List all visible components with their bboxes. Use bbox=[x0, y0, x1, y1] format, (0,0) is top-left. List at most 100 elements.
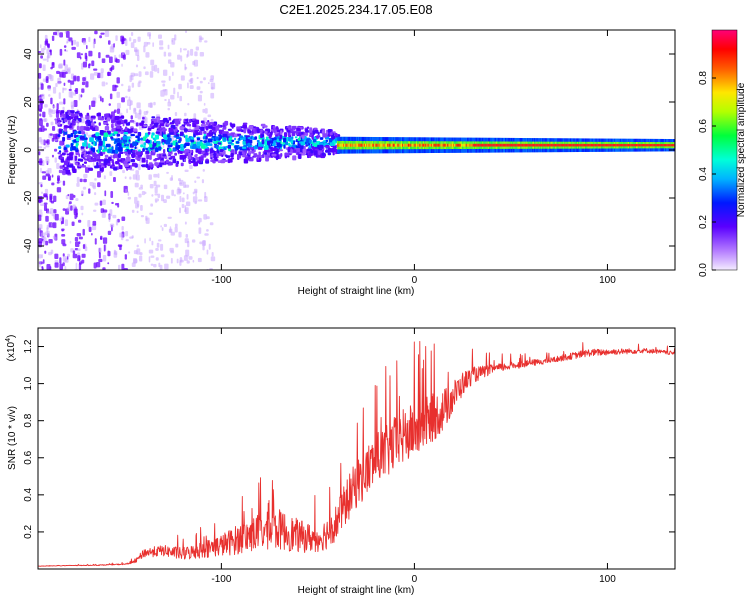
spectrogram-noise-cell bbox=[94, 192, 97, 196]
spectrogram-noise-cell bbox=[77, 248, 81, 252]
spectrogram-noise-cell bbox=[108, 40, 111, 45]
spectrogram-tone-core bbox=[361, 143, 364, 147]
spectrogram-noise-cell bbox=[137, 113, 142, 120]
spectrogram-tone-core bbox=[619, 143, 622, 147]
spectrogram-noise-cell bbox=[59, 257, 62, 264]
spectrogram-band-cell bbox=[75, 162, 78, 166]
spectrogram-tone-core bbox=[617, 143, 620, 147]
spectrogram-noise-cell bbox=[186, 194, 189, 200]
spectrogram-tone-core bbox=[426, 143, 428, 147]
spectrogram-noise-cell bbox=[111, 111, 115, 118]
spectrogram-noise-cell bbox=[105, 82, 108, 85]
spectrogram-band-cell bbox=[162, 154, 167, 157]
spectrogram-tone-core bbox=[642, 144, 645, 147]
spectrogram-band-cell bbox=[190, 136, 194, 140]
spectrogram-tone-core bbox=[545, 143, 548, 147]
spectrogram-band-cell bbox=[298, 132, 302, 137]
spectrogram-band-cell bbox=[297, 137, 300, 141]
spectrogram-band-cell bbox=[312, 130, 316, 135]
spectrogram-noise-cell bbox=[130, 42, 135, 49]
spectrogram-tone-core bbox=[427, 143, 430, 147]
spectrogram-band-cell bbox=[116, 133, 121, 137]
spectrogram-noise-cell bbox=[126, 108, 128, 114]
spectrogram-noise-cell bbox=[57, 177, 60, 182]
spectrogram-tone-core bbox=[513, 143, 515, 147]
spectrogram-band-cell bbox=[141, 157, 146, 163]
spectrogram-noise-cell bbox=[40, 83, 44, 90]
spectrogram-tone-core bbox=[656, 144, 659, 147]
spectrogram-band-cell bbox=[209, 148, 214, 153]
spectrogram-tone-core bbox=[604, 143, 607, 147]
spectrogram-band-cell bbox=[214, 133, 217, 136]
spectrogram-noise-cell bbox=[180, 55, 183, 62]
spectrogram-band-cell bbox=[116, 142, 121, 147]
spectrogram-noise-cell bbox=[159, 264, 163, 270]
spectrogram-noise-cell bbox=[121, 263, 125, 270]
spectrogram-band-cell bbox=[223, 159, 228, 163]
spectrogram-noise-cell bbox=[199, 241, 203, 245]
spectrogram-noise-cell bbox=[191, 239, 196, 243]
spectrogram-band-cell bbox=[282, 141, 285, 145]
spectrogram-band-cell bbox=[119, 139, 123, 144]
spectrogram-noise-cell bbox=[56, 109, 61, 114]
spectrogram-noise-cell bbox=[54, 148, 58, 152]
spectrogram-band-cell bbox=[322, 133, 328, 138]
spectrogram-band-cell bbox=[104, 158, 109, 164]
spectrogram-noise-cell bbox=[118, 264, 121, 270]
spectrogram-band-cell bbox=[203, 131, 207, 134]
spectrogram-noise-cell bbox=[108, 103, 111, 106]
spectrogram-band-cell bbox=[185, 137, 191, 143]
spectrogram-noise-cell bbox=[178, 178, 181, 182]
spectrogram-noise-cell bbox=[167, 44, 170, 50]
spectrogram-noise-cell bbox=[184, 112, 187, 117]
spectrogram-noise-cell bbox=[64, 219, 69, 227]
spectrogram-band-cell bbox=[61, 170, 66, 174]
snr-y-tick-label: 0.8 bbox=[23, 413, 34, 427]
spectrogram-band-cell bbox=[179, 131, 184, 136]
spectrogram-tone-core bbox=[618, 143, 621, 147]
spectrogram-noise-cell bbox=[196, 76, 199, 80]
spectrogram-noise-cell bbox=[39, 113, 42, 117]
spectrogram-band-cell bbox=[124, 149, 127, 152]
spectrogram-noise-cell bbox=[39, 63, 42, 69]
spectrogram-band-cell bbox=[247, 142, 251, 148]
spectrogram-band-cell bbox=[64, 166, 69, 170]
spectrogram-noise-cell bbox=[64, 265, 67, 270]
spectrogram-noise-cell bbox=[94, 178, 97, 181]
spectrogram-noise-cell bbox=[97, 72, 101, 79]
spectrogram-noise-cell bbox=[130, 74, 134, 81]
spectrogram-band-cell bbox=[197, 150, 203, 154]
spectrogram-tone-core bbox=[661, 144, 664, 147]
spectrogram-band-cell bbox=[93, 115, 96, 119]
spectrogram-noise-cell bbox=[135, 64, 139, 68]
spectrogram-noise-cell bbox=[38, 50, 42, 53]
spectrogram-noise-cell bbox=[150, 263, 154, 266]
spectrogram-band-cell bbox=[180, 162, 184, 167]
spectrogram-band-cell bbox=[176, 160, 179, 165]
spectrogram-tone-core bbox=[414, 143, 417, 147]
spectrogram-band-cell bbox=[205, 126, 209, 131]
snr-y-label: SNR (10 * v/v) bbox=[7, 406, 18, 470]
spectrogram-band-cell bbox=[261, 134, 264, 137]
spectrogram-noise-cell bbox=[206, 249, 209, 255]
spectrogram-noise-cell bbox=[63, 45, 67, 48]
spectrogram-tone-core bbox=[494, 143, 497, 147]
spectrogram-noise-cell bbox=[44, 250, 47, 254]
spectrogram-band-cell bbox=[230, 149, 235, 154]
spectrogram-band-cell bbox=[168, 148, 172, 152]
spectrogram-band-cell bbox=[123, 131, 129, 135]
spectrogram-tone-core bbox=[585, 143, 587, 147]
spectrogram-band-cell bbox=[295, 148, 300, 153]
spectrogram-noise-cell bbox=[151, 240, 154, 246]
spectrogram-band-cell bbox=[287, 137, 292, 141]
spectrogram-tone-core bbox=[471, 143, 474, 147]
spectrogram-noise-cell bbox=[45, 215, 49, 222]
spectrogram-noise-cell bbox=[40, 203, 45, 207]
spectrogram-noise-cell bbox=[81, 62, 84, 70]
spectrogram-tone-core bbox=[636, 143, 638, 147]
spectrogram-noise-cell bbox=[201, 179, 205, 184]
spectrogram-band-cell bbox=[65, 144, 70, 148]
spectrogram-noise-cell bbox=[167, 107, 170, 111]
spectrogram-tone-core bbox=[440, 143, 442, 147]
spectrogram-band-cell bbox=[67, 112, 71, 116]
